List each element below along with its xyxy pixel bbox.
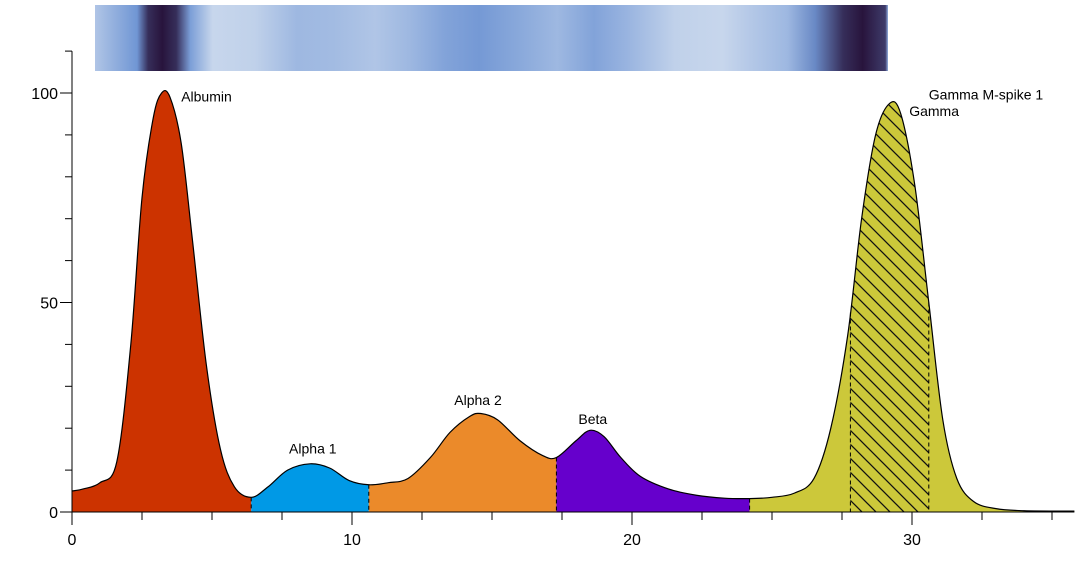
y-tick-label: 0 [49, 505, 58, 522]
x-tick-label: 0 [68, 532, 77, 549]
fraction-dividers [250, 302, 930, 512]
x-axis: 0 10 20 30 [68, 511, 1075, 549]
y-tick-label: 100 [31, 86, 58, 103]
x-tick-label: 20 [623, 532, 641, 549]
m-spike-region [850, 90, 929, 512]
fraction-area-alpha-2 [368, 90, 557, 512]
peak-label-alpha-1: Alpha 1 [289, 440, 337, 456]
peak-label-beta: Beta [578, 411, 607, 427]
fraction-area-beta [556, 90, 750, 512]
m-spike-hatch [850, 90, 929, 512]
peak-label-gamma-m-spike-1: Gamma M-spike 1 [929, 86, 1044, 102]
gel-strip-image [95, 5, 888, 71]
y-tick-label: 50 [40, 296, 58, 313]
peak-label-albumin: Albumin [181, 88, 232, 104]
density-curve-outline [71, 89, 1075, 512]
x-tick-label: 10 [343, 532, 361, 549]
x-tick-label: 30 [903, 532, 921, 549]
peak-label-alpha-2: Alpha 2 [454, 392, 502, 408]
peak-label-gamma: Gamma [909, 103, 959, 119]
y-axis: 0 50 100 [31, 50, 73, 522]
fraction-area-alpha-1 [251, 90, 369, 512]
fraction-area-albumin [72, 90, 252, 512]
